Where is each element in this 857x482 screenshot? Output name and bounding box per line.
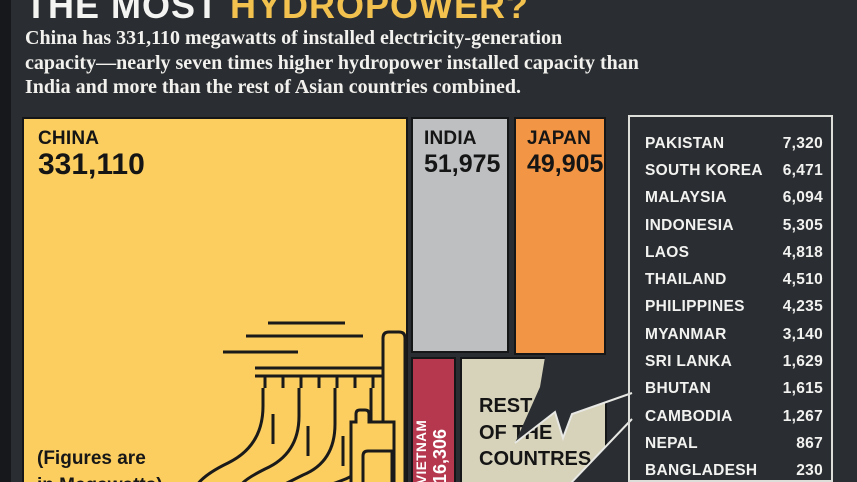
treemap-block-india: INDIA 51,975 <box>411 117 509 353</box>
treemap-block-japan: JAPAN 49,905 <box>514 117 606 355</box>
japan-value: 49,905 <box>527 150 604 178</box>
list-item: SOUTH KOREA 6,471 <box>645 157 823 184</box>
rest-label-line-3: COUNTRES <box>479 448 592 470</box>
list-item: NEPAL 867 <box>645 430 823 457</box>
india-value: 51,975 <box>424 150 501 178</box>
japan-label-group: JAPAN 49,905 <box>527 128 603 179</box>
country-name: MALAYSIA <box>645 189 727 207</box>
list-item: PHILIPPINES 4,235 <box>645 294 823 321</box>
country-name: PHILIPPINES <box>645 298 745 316</box>
country-value: 867 <box>796 434 823 452</box>
rest-countries-panel: PAKISTAN 7,320 SOUTH KOREA 6,471 MALAYSIA 6… <box>628 115 833 482</box>
rest-label-line-1: REST <box>479 395 533 417</box>
country-name: BHUTAN <box>645 380 712 398</box>
country-name: BANGLADESH <box>645 462 758 480</box>
country-name: SOUTH KOREA <box>645 161 763 179</box>
country-value: 4,235 <box>782 298 823 316</box>
country-value: 5,305 <box>782 216 823 234</box>
country-value: 6,094 <box>782 189 823 207</box>
list-item: LAOS 4,818 <box>645 239 823 266</box>
rest-countries-list: PAKISTAN 7,320 SOUTH KOREA 6,471 MALAYSIA 6… <box>630 117 831 480</box>
left-edge-shadow <box>0 0 11 482</box>
page-title-white: THE MOST <box>25 0 230 26</box>
country-value: 4,510 <box>782 271 823 289</box>
vietnam-value: 16,306 <box>430 428 450 482</box>
intro-line-1: China has 331,110 megawatts of installed… <box>25 27 563 49</box>
country-value: 3,140 <box>782 325 823 343</box>
country-value: 4,818 <box>782 243 823 261</box>
country-value: 7,320 <box>782 134 823 152</box>
country-name: PAKISTAN <box>645 134 725 152</box>
treemap-block-vietnam: VIETNAM 16,306 <box>411 357 456 482</box>
country-value: 1,267 <box>782 407 823 425</box>
list-item: MYANMAR 3,140 <box>645 321 823 348</box>
vietnam-label-group: VIETNAM 16,306 <box>413 359 454 482</box>
list-item: MALAYSIA 6,094 <box>645 185 823 212</box>
india-name: INDIA <box>424 128 477 149</box>
intro-line-3: India and more than the rest of Asian co… <box>25 76 521 98</box>
intro-line-2: capacity—nearly seven times higher hydro… <box>25 51 639 74</box>
list-item: PAKISTAN 7,320 <box>645 130 823 157</box>
list-item: CAMBODIA 1,267 <box>645 403 823 430</box>
china-name: CHINA <box>38 128 100 149</box>
japan-name: JAPAN <box>527 128 591 149</box>
treemap-block-china: CHINA 331,110 (Figures are in Megawatts) <box>22 117 408 482</box>
intro-paragraph: China has 331,110 megawatts of installed… <box>25 26 639 100</box>
figures-note-line-1: (Figures are <box>37 448 146 469</box>
china-label-group: CHINA 331,110 <box>38 128 145 182</box>
china-value: 331,110 <box>38 148 145 181</box>
list-item: INDONESIA 5,305 <box>645 212 823 239</box>
treemap-block-rest-of-countries: REST OF THE COUNTRES <box>460 357 633 482</box>
country-name: CAMBODIA <box>645 407 733 425</box>
country-name: THAILAND <box>645 271 727 289</box>
vietnam-name: VIETNAM <box>414 419 429 482</box>
country-name: NEPAL <box>645 434 698 452</box>
country-value: 6,471 <box>782 161 823 179</box>
page-title: THE MOST HYDROPOWER? <box>25 0 529 27</box>
dam-illustration-icon <box>197 321 407 482</box>
country-name: LAOS <box>645 243 690 261</box>
list-item: BHUTAN 1,615 <box>645 376 823 403</box>
country-name: INDONESIA <box>645 216 734 234</box>
country-value: 1,629 <box>782 353 823 371</box>
callout-arrow-icon <box>514 357 633 482</box>
country-value: 1,615 <box>782 380 823 398</box>
country-name: MYANMAR <box>645 325 727 343</box>
page-title-accent: HYDROPOWER? <box>230 0 529 26</box>
list-item: THAILAND 4,510 <box>645 266 823 293</box>
country-value: 230 <box>796 462 823 480</box>
country-name: SRI LANKA <box>645 353 733 371</box>
figures-note-line-2: in Megawatts) <box>37 472 163 482</box>
figures-note: (Figures are in Megawatts) <box>37 445 163 482</box>
india-label-group: INDIA 51,975 <box>424 128 500 179</box>
list-item: SRI LANKA 1,629 <box>645 348 823 375</box>
list-item: BANGLADESH 230 <box>645 458 823 480</box>
